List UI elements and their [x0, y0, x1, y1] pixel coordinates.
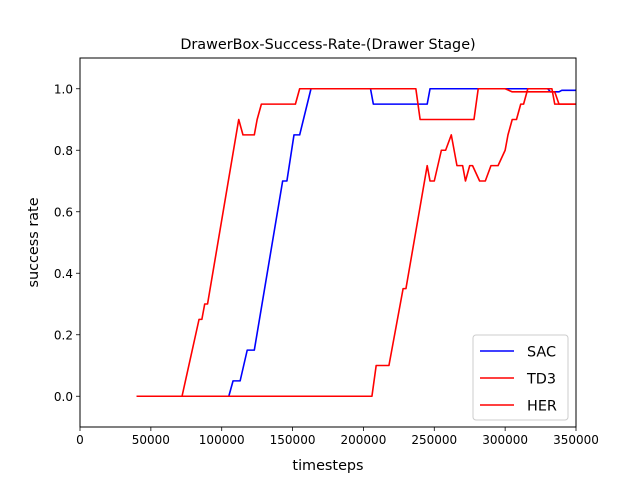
y-tick-label: 0.8	[54, 144, 73, 158]
x-tick-label: 50000	[132, 433, 170, 447]
x-tick-label: 350000	[553, 433, 599, 447]
legend-label-td3: TD3	[526, 372, 556, 388]
y-axis-ticks: 0.0 0.2 0.4 0.6 0.8 1.0	[54, 82, 80, 404]
legend: SAC TD3 HER	[472, 334, 569, 421]
legend-label-sac: SAC	[527, 345, 556, 361]
series-lines	[136, 87, 576, 398]
y-axis-label: success rate	[26, 197, 42, 287]
series-line-her	[136, 87, 576, 398]
y-tick-label: 0.0	[54, 390, 73, 404]
plot-frame	[79, 57, 577, 428]
legend-label-her: HER	[527, 399, 557, 415]
y-tick-label: 1.0	[54, 82, 73, 96]
x-tick-label: 250000	[411, 433, 457, 447]
y-tick-label: 0.6	[54, 205, 73, 219]
legend-entries: SAC TD3 HER	[480, 345, 557, 415]
series-line-td3	[136, 87, 576, 398]
x-axis-ticks: 0 50000 100000 150000 200000 250000 300000 3500…	[76, 427, 599, 447]
x-tick-label: 150000	[270, 433, 316, 447]
x-tick-label: 0	[76, 433, 84, 447]
x-axis-label: timesteps	[292, 458, 363, 474]
legend-box	[472, 334, 569, 421]
chart-title: DrawerBox-Success-Rate-(Drawer Stage)	[180, 37, 475, 53]
x-tick-label: 200000	[341, 433, 387, 447]
x-tick-label: 100000	[199, 433, 245, 447]
y-tick-label: 0.2	[54, 328, 73, 342]
y-tick-label: 0.4	[54, 267, 73, 281]
x-tick-label: 300000	[482, 433, 528, 447]
